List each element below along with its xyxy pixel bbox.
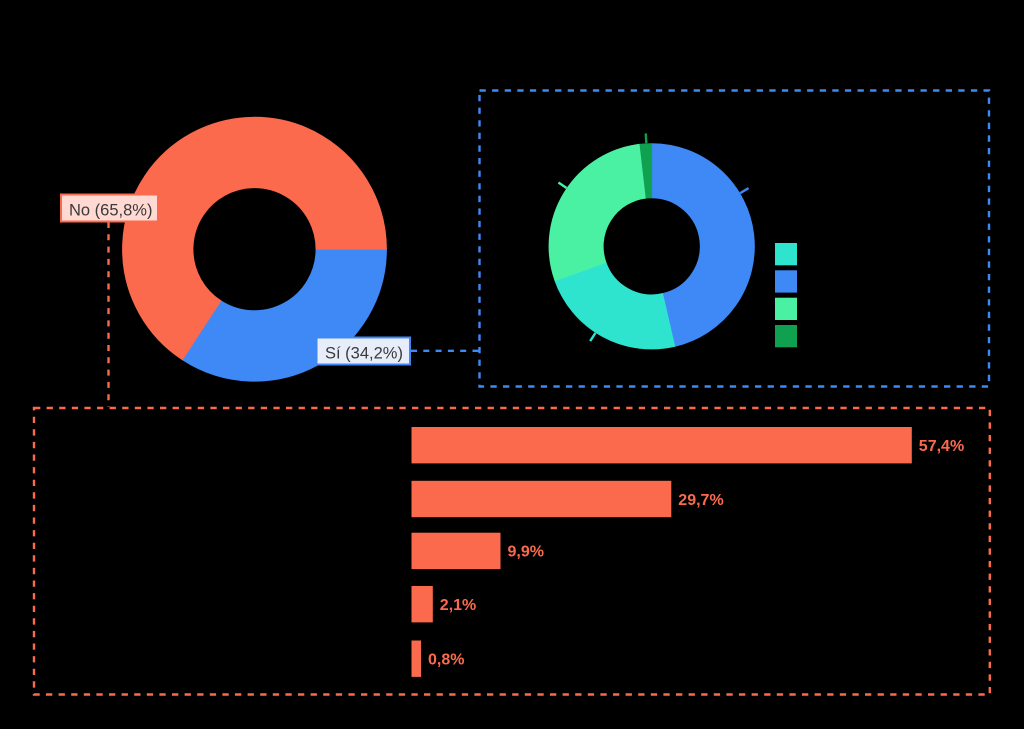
svg-text:2,1%: 2,1% (440, 597, 476, 614)
svg-text:9,9%: 9,9% (508, 544, 544, 561)
svg-text:No (65,8%): No (65,8%) (69, 201, 152, 219)
svg-text:29,7%: 29,7% (678, 492, 723, 509)
svg-text:57,4%: 57,4% (919, 438, 964, 455)
svg-text:Sí (34,2%): Sí (34,2%) (325, 344, 403, 362)
svg-text:0,8%: 0,8% (428, 652, 464, 669)
